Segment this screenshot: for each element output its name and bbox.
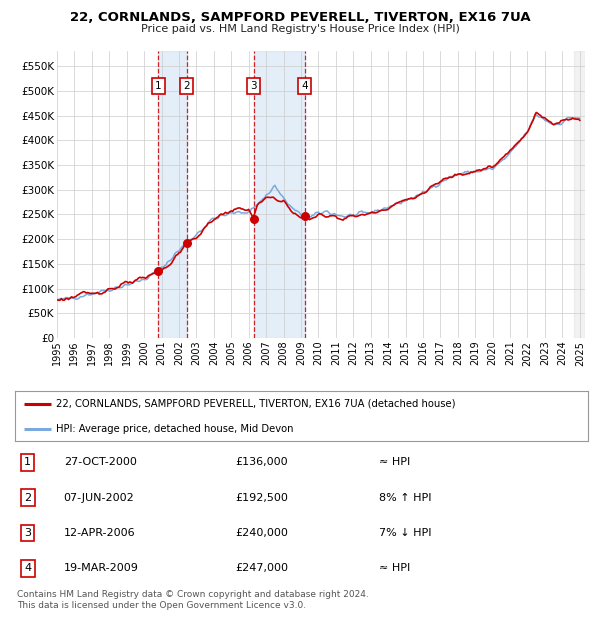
Text: 1: 1 [24, 457, 31, 467]
Text: 22, CORNLANDS, SAMPFORD PEVERELL, TIVERTON, EX16 7UA (detached house): 22, CORNLANDS, SAMPFORD PEVERELL, TIVERT… [56, 399, 456, 409]
Text: £247,000: £247,000 [236, 563, 289, 574]
Text: 7% ↓ HPI: 7% ↓ HPI [379, 528, 431, 538]
Text: 4: 4 [24, 563, 31, 574]
Text: 2: 2 [184, 81, 190, 91]
Text: 8% ↑ HPI: 8% ↑ HPI [379, 492, 431, 503]
Bar [158, 51, 187, 338]
Bar [574, 51, 585, 338]
Text: £136,000: £136,000 [236, 457, 288, 467]
Text: ≈ HPI: ≈ HPI [379, 457, 410, 467]
Text: HPI: Average price, detached house, Mid Devon: HPI: Average price, detached house, Mid … [56, 424, 294, 434]
Text: This data is licensed under the Open Government Licence v3.0.: This data is licensed under the Open Gov… [17, 601, 306, 611]
Text: Price paid vs. HM Land Registry's House Price Index (HPI): Price paid vs. HM Land Registry's House … [140, 24, 460, 34]
Text: 07-JUN-2002: 07-JUN-2002 [64, 492, 134, 503]
Text: 27-OCT-2000: 27-OCT-2000 [64, 457, 137, 467]
Text: ≈ HPI: ≈ HPI [379, 563, 410, 574]
Text: 22, CORNLANDS, SAMPFORD PEVERELL, TIVERTON, EX16 7UA: 22, CORNLANDS, SAMPFORD PEVERELL, TIVERT… [70, 11, 530, 24]
Text: 19-MAR-2009: 19-MAR-2009 [64, 563, 139, 574]
Text: 1: 1 [155, 81, 162, 91]
Text: Contains HM Land Registry data © Crown copyright and database right 2024.: Contains HM Land Registry data © Crown c… [17, 590, 368, 600]
Text: 12-APR-2006: 12-APR-2006 [64, 528, 136, 538]
Text: 3: 3 [24, 528, 31, 538]
Text: £192,500: £192,500 [236, 492, 289, 503]
Text: 3: 3 [250, 81, 257, 91]
Text: £240,000: £240,000 [236, 528, 289, 538]
Text: 2: 2 [24, 492, 31, 503]
Bar [254, 51, 305, 338]
Text: 4: 4 [301, 81, 308, 91]
